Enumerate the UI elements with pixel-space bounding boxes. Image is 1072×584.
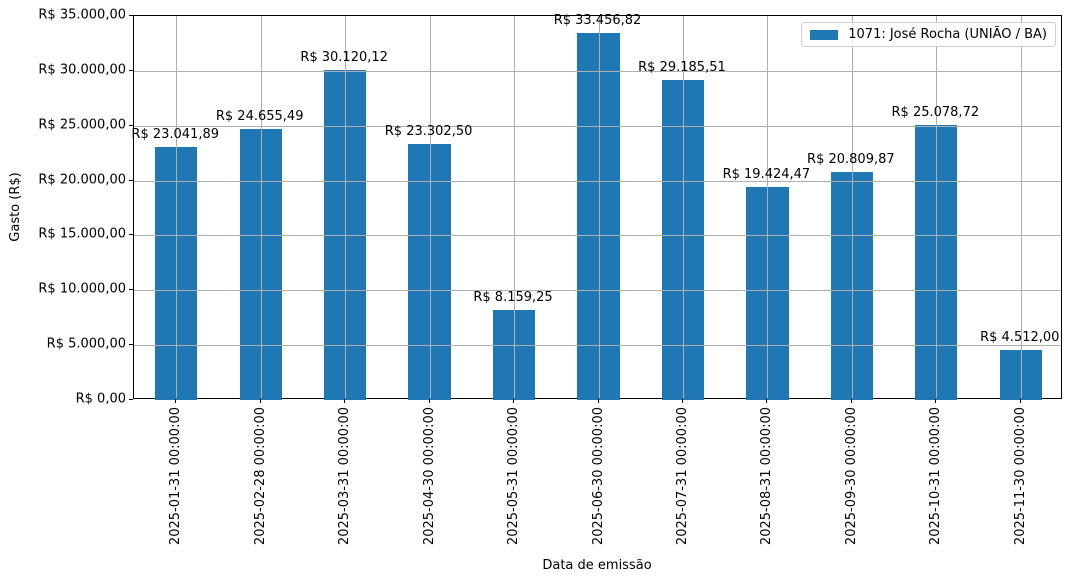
bar-value-label: R$ 4.512,00 bbox=[980, 330, 1060, 346]
x-tick-label: 2025-10-31 00:00:00 bbox=[928, 407, 944, 546]
y-tick bbox=[129, 15, 133, 16]
x-tick-label: 2025-04-30 00:00:00 bbox=[421, 407, 437, 546]
bar-value-label: R$ 8.159,25 bbox=[473, 290, 553, 306]
gridline-horizontal bbox=[134, 345, 1061, 347]
gridline-horizontal bbox=[134, 290, 1061, 292]
x-tick bbox=[850, 399, 852, 403]
gridline-vertical bbox=[682, 16, 684, 398]
x-tick bbox=[259, 399, 261, 403]
gridline-vertical bbox=[514, 16, 516, 398]
y-tick bbox=[129, 124, 133, 126]
bar-value-label: R$ 29.185,51 bbox=[638, 59, 726, 75]
y-axis-label: Gasto (R$) bbox=[8, 172, 23, 242]
x-tick bbox=[681, 399, 683, 403]
gridline-vertical bbox=[260, 16, 262, 398]
x-tick bbox=[344, 399, 346, 403]
y-tick-label: R$ 5.000,00 bbox=[46, 336, 126, 352]
x-tick bbox=[1019, 399, 1021, 403]
x-tick bbox=[766, 399, 768, 403]
y-tick-label: R$ 35.000,00 bbox=[38, 7, 126, 23]
bar-value-label: R$ 23.302,50 bbox=[384, 124, 473, 140]
gridline-horizontal bbox=[134, 180, 1061, 182]
gridline-vertical bbox=[1020, 16, 1022, 398]
y-tick bbox=[129, 234, 133, 236]
y-tick-label: R$ 0,00 bbox=[75, 391, 126, 407]
bar-value-label: R$ 23.041,89 bbox=[131, 127, 220, 143]
x-tick bbox=[597, 399, 599, 403]
x-tick-label: 2025-11-30 00:00:00 bbox=[1012, 407, 1028, 546]
x-tick-label: 2025-09-30 00:00:00 bbox=[843, 407, 859, 546]
x-tick-label: 2025-01-31 00:00:00 bbox=[168, 407, 184, 546]
gridline-horizontal bbox=[134, 235, 1061, 237]
y-tick bbox=[129, 399, 133, 400]
legend-swatch bbox=[810, 29, 839, 40]
gridline-horizontal bbox=[134, 70, 1061, 72]
bar bbox=[577, 32, 620, 400]
y-tick-label: R$ 20.000,00 bbox=[38, 172, 126, 188]
legend: 1071: José Rocha (UNIÃO / BA) bbox=[801, 22, 1056, 47]
x-tick bbox=[935, 399, 937, 403]
bar-value-label: R$ 25.078,72 bbox=[891, 104, 980, 120]
x-tick-label: 2025-06-30 00:00:00 bbox=[590, 407, 606, 546]
gridline-vertical bbox=[767, 16, 769, 398]
x-tick-label: 2025-05-31 00:00:00 bbox=[506, 407, 522, 546]
bar-value-label: R$ 20.809,87 bbox=[807, 151, 895, 167]
x-tick-label: 2025-03-31 00:00:00 bbox=[337, 407, 353, 546]
x-tick bbox=[175, 399, 177, 403]
y-tick bbox=[129, 179, 133, 181]
y-tick-label: R$ 25.000,00 bbox=[38, 117, 126, 133]
bar-value-label: R$ 24.655,49 bbox=[215, 109, 304, 125]
y-tick bbox=[129, 289, 133, 291]
x-tick-label: 2025-02-28 00:00:00 bbox=[252, 407, 268, 546]
y-tick bbox=[129, 344, 133, 346]
gridline-vertical bbox=[936, 16, 938, 398]
y-tick-label: R$ 15.000,00 bbox=[38, 226, 126, 242]
x-tick-label: 2025-08-31 00:00:00 bbox=[759, 407, 775, 546]
x-axis-label: Data de emissão bbox=[542, 558, 652, 573]
bar bbox=[746, 186, 789, 400]
plot-area bbox=[133, 15, 1062, 400]
gridline-vertical bbox=[598, 16, 600, 398]
bar-value-label: R$ 19.424,47 bbox=[722, 166, 811, 182]
x-tick bbox=[513, 399, 515, 403]
x-tick bbox=[428, 399, 430, 403]
bar-value-label: R$ 33.456,82 bbox=[553, 12, 642, 28]
x-tick-label: 2025-07-31 00:00:00 bbox=[674, 407, 690, 546]
gridline-vertical bbox=[851, 16, 853, 398]
gridline-vertical bbox=[429, 16, 431, 398]
bar bbox=[661, 79, 705, 400]
gridline-horizontal bbox=[134, 125, 1061, 127]
bar-value-label: R$ 30.120,12 bbox=[300, 49, 388, 65]
gridline-vertical bbox=[176, 16, 178, 398]
y-tick-label: R$ 10.000,00 bbox=[38, 281, 126, 297]
y-tick bbox=[129, 69, 133, 71]
gridline-vertical bbox=[345, 16, 347, 398]
legend-label: 1071: José Rocha (UNIÃO / BA) bbox=[848, 27, 1047, 42]
y-tick-label: R$ 30.000,00 bbox=[38, 62, 126, 78]
